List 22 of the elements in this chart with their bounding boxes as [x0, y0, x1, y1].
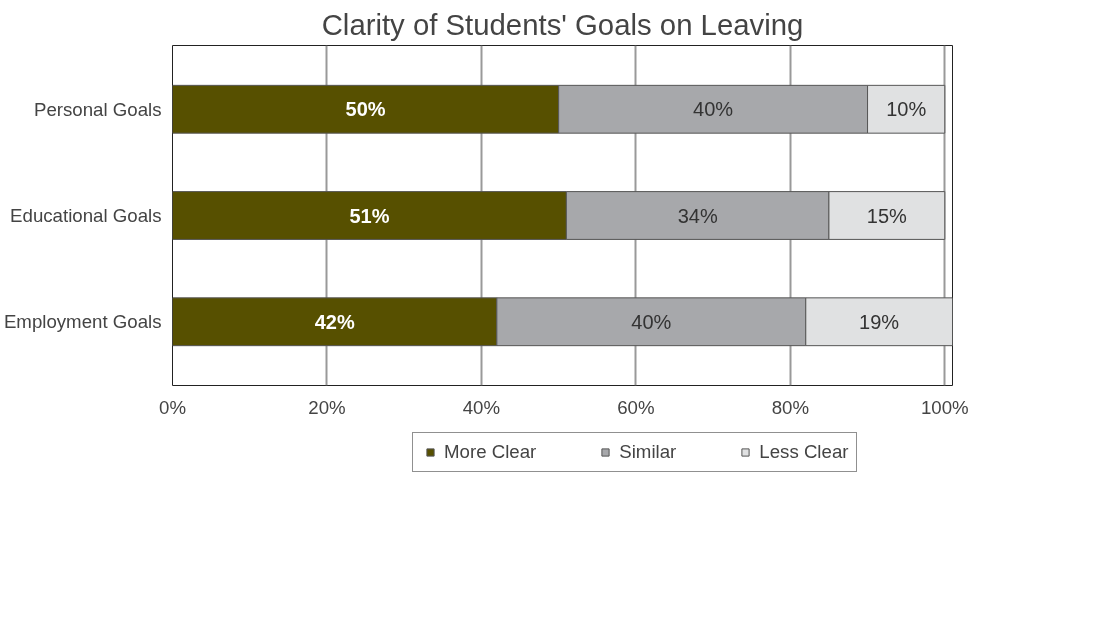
y-tick-label: Employment Goals: [3, 311, 162, 333]
data-label: 40%: [631, 310, 672, 333]
y-tick-label: Personal Goals: [33, 98, 162, 120]
chart-title: Clarity of Students' Goals on Leaving: [321, 7, 804, 41]
x-tick-label: 0%: [159, 396, 186, 418]
data-label: 40%: [693, 98, 734, 121]
data-label: 50%: [345, 98, 386, 121]
x-tick-label: 60%: [617, 396, 655, 418]
x-tick-label: 80%: [771, 396, 809, 418]
data-label: 15%: [866, 204, 908, 227]
data-label: 19%: [859, 310, 900, 333]
data-label: 34%: [677, 204, 718, 227]
x-tick-label: 100%: [920, 396, 969, 418]
legend-label: Less Clear: [759, 441, 849, 463]
data-label: 10%: [886, 98, 927, 121]
data-label: 51%: [349, 204, 390, 227]
legend-label: Similar: [619, 441, 677, 463]
y-tick-label: Educational Goals: [10, 205, 162, 226]
legend-label: More Clear: [444, 441, 537, 463]
x-tick-label: 20%: [308, 396, 346, 418]
data-label: 42%: [314, 310, 355, 333]
x-tick-label: 40%: [462, 396, 501, 418]
